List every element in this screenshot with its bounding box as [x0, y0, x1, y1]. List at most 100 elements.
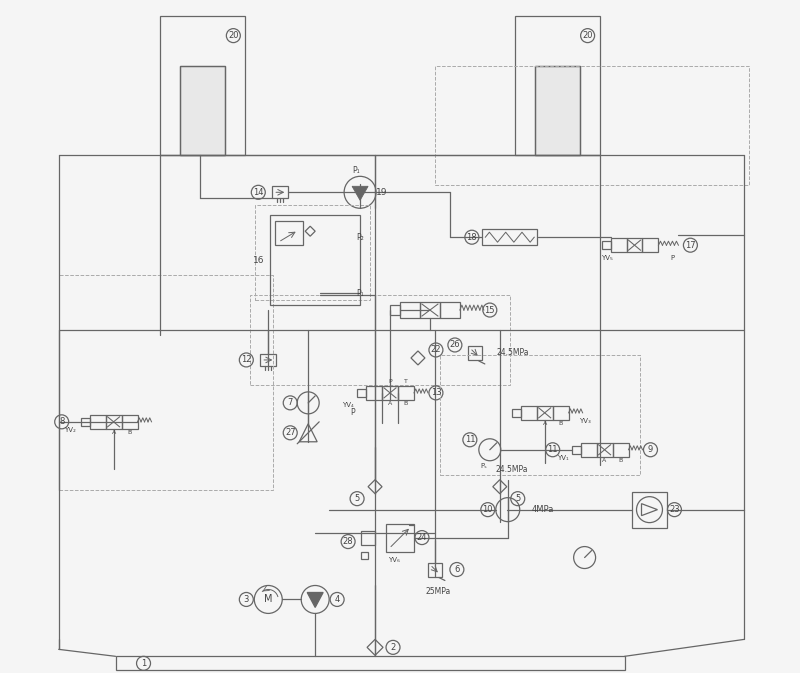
Text: B: B	[558, 421, 562, 426]
Bar	[482, 229, 538, 245]
Text: P: P	[388, 380, 392, 384]
Bar	[440, 302, 460, 318]
Text: 12: 12	[241, 355, 251, 365]
Text: YV₃: YV₃	[578, 418, 590, 424]
Bar	[440, 355, 639, 474]
Bar	[122, 415, 138, 429]
Bar	[642, 238, 658, 252]
Text: YV₂: YV₂	[64, 427, 76, 433]
Text: 22: 22	[430, 345, 441, 355]
Bar	[626, 238, 642, 252]
Bar	[572, 446, 581, 454]
Text: 11: 11	[465, 435, 475, 444]
Bar	[512, 409, 521, 417]
Text: 16: 16	[253, 256, 264, 264]
Bar	[260, 354, 276, 366]
Text: 19: 19	[376, 188, 388, 197]
Text: 5: 5	[515, 494, 520, 503]
Bar	[386, 524, 414, 552]
Text: 18: 18	[466, 233, 477, 242]
Text: A: A	[111, 430, 116, 435]
Text: P: P	[350, 409, 354, 417]
Bar	[366, 386, 382, 400]
Bar	[610, 238, 626, 252]
Text: P₂: P₂	[356, 233, 364, 242]
Text: 25MPa: 25MPa	[426, 587, 450, 596]
Bar	[115, 656, 625, 670]
Bar	[275, 221, 303, 245]
Bar	[390, 305, 400, 315]
Bar	[361, 552, 368, 559]
Bar	[250, 295, 510, 385]
Text: 20: 20	[228, 31, 238, 40]
Bar	[428, 563, 442, 577]
Text: 3: 3	[244, 595, 249, 604]
Bar	[553, 406, 569, 420]
Bar	[161, 15, 246, 155]
Text: 8: 8	[59, 417, 64, 426]
Bar	[435, 65, 750, 185]
Text: P₁: P₁	[352, 166, 360, 175]
Bar	[398, 386, 414, 400]
Text: A: A	[388, 401, 392, 406]
Bar	[521, 406, 537, 420]
Text: 4: 4	[334, 595, 340, 604]
Text: 15: 15	[485, 306, 495, 314]
Bar	[602, 241, 610, 249]
Text: 14: 14	[253, 188, 263, 197]
Text: 28: 28	[342, 537, 354, 546]
Bar	[382, 386, 398, 400]
Text: 10: 10	[482, 505, 493, 514]
Bar	[537, 406, 553, 420]
Text: 27: 27	[285, 428, 295, 437]
Text: P: P	[670, 255, 674, 261]
Bar	[272, 186, 288, 199]
Bar	[255, 205, 370, 300]
Text: 24.5MPa: 24.5MPa	[497, 349, 529, 357]
Bar	[181, 65, 226, 155]
Bar	[420, 302, 440, 318]
Text: 13: 13	[430, 388, 442, 397]
Text: YV₆: YV₆	[388, 557, 400, 563]
Text: 6: 6	[454, 565, 459, 574]
Text: 24: 24	[417, 533, 427, 542]
Bar	[468, 346, 482, 360]
Bar	[58, 275, 274, 490]
Text: YV₄: YV₄	[342, 402, 354, 408]
Text: 24.5MPa: 24.5MPa	[495, 465, 528, 474]
Text: 9: 9	[648, 446, 653, 454]
Text: P₁: P₁	[356, 289, 364, 297]
Text: 7: 7	[287, 398, 293, 407]
Bar	[534, 65, 580, 155]
Polygon shape	[307, 592, 323, 608]
Bar	[106, 415, 122, 429]
Bar	[400, 302, 420, 318]
Text: 11: 11	[547, 446, 558, 454]
Text: A: A	[602, 458, 606, 463]
Polygon shape	[352, 186, 368, 201]
Bar	[534, 65, 580, 155]
Text: YV₅: YV₅	[601, 255, 613, 261]
Bar	[361, 530, 375, 544]
Text: 20: 20	[582, 31, 593, 40]
Text: B: B	[404, 401, 408, 406]
Text: 17: 17	[685, 241, 696, 250]
Bar	[597, 443, 613, 457]
Text: A: A	[542, 421, 547, 426]
Text: T: T	[404, 380, 408, 384]
Text: M: M	[264, 594, 273, 604]
Text: 23: 23	[669, 505, 680, 514]
Bar	[181, 65, 226, 155]
Bar	[514, 15, 599, 155]
Bar	[90, 415, 106, 429]
Text: B: B	[618, 458, 622, 463]
Text: 26: 26	[450, 341, 460, 349]
Text: 1: 1	[141, 659, 146, 668]
Text: 5: 5	[354, 494, 360, 503]
Bar	[81, 418, 90, 426]
Text: B: B	[127, 430, 132, 435]
Text: 4MPa: 4MPa	[531, 505, 554, 514]
Bar	[613, 443, 629, 457]
Bar	[631, 492, 667, 528]
Text: YV₁: YV₁	[557, 455, 569, 461]
